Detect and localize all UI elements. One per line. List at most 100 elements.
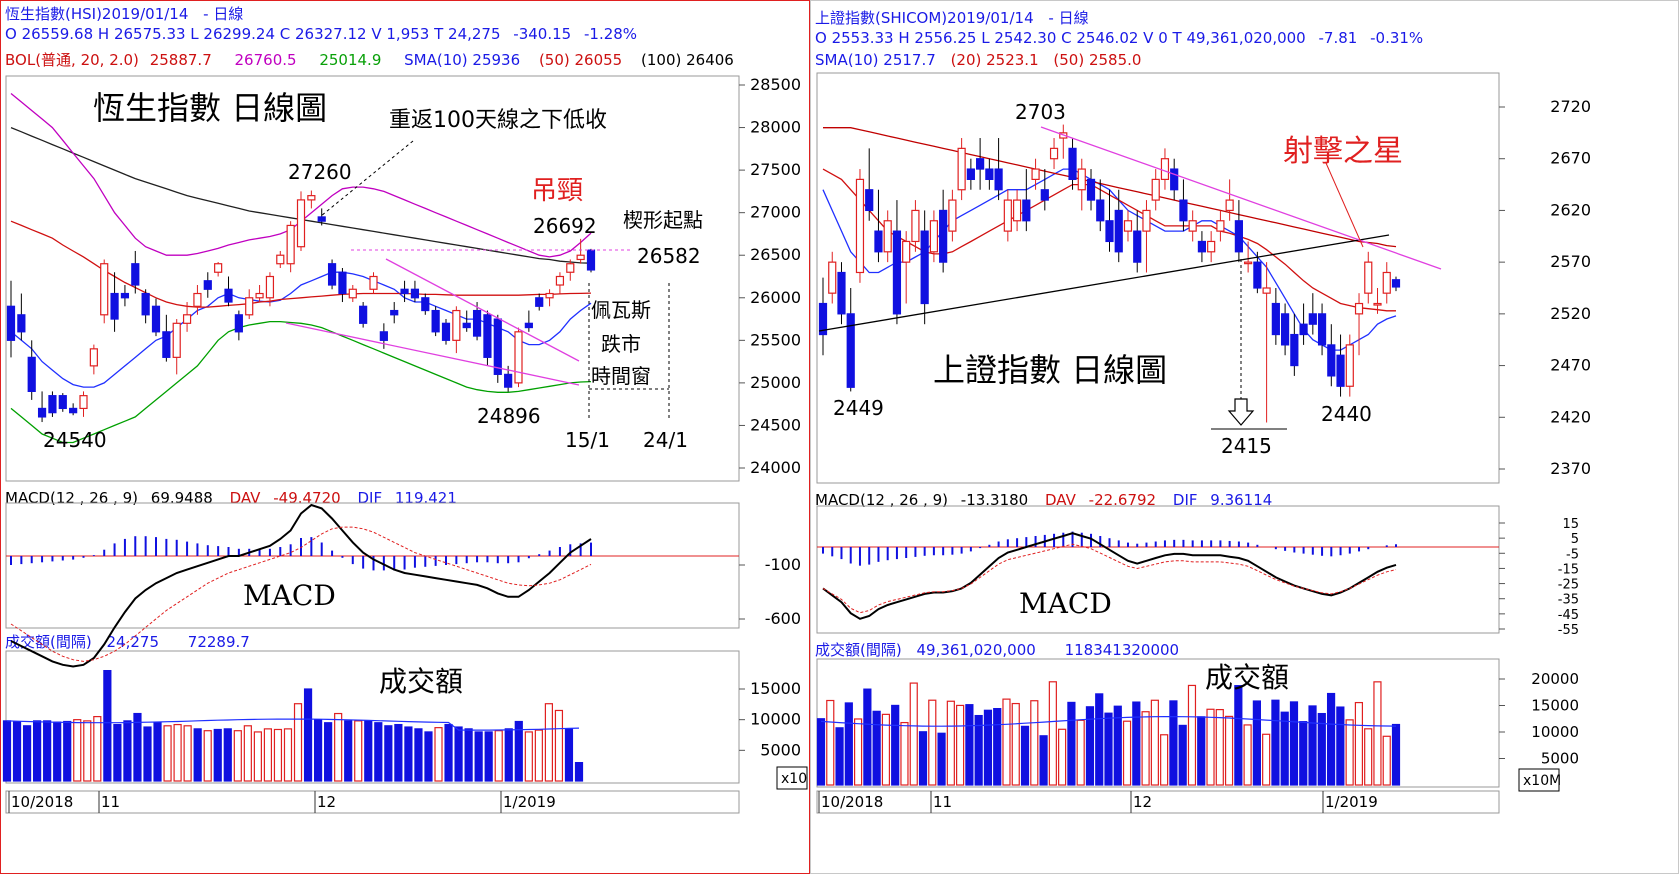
hsi-wedge-upper-line — [385, 258, 580, 362]
hsi-price-frame — [5, 75, 740, 482]
sh-candle — [1105, 220, 1114, 243]
sh-candle — [1262, 287, 1271, 294]
hsi-volume-bar — [454, 726, 463, 782]
hsi-volume-bar — [404, 726, 413, 782]
hsi-candle — [493, 318, 502, 375]
sh-volume-unit: x10M — [1523, 773, 1561, 789]
hsi-wedge-lower-line — [285, 322, 580, 386]
sh-candle — [985, 168, 994, 181]
hsi-volume-bar — [193, 728, 202, 782]
hsi-volume-bar — [544, 703, 553, 782]
hsi-candle — [545, 292, 554, 299]
sh-volume-tick-label: 15000 — [1531, 697, 1579, 715]
sh-volume-bar — [826, 699, 835, 786]
hsi-candle — [514, 331, 523, 384]
hsi-date-label: 10/2018 — [11, 793, 73, 811]
sh-volume-bar — [816, 718, 826, 786]
sh-volume-bar — [1382, 735, 1391, 786]
hsi-candle — [255, 292, 264, 299]
hsi-label-24896: 24896 — [477, 404, 541, 428]
hsi-candle — [6, 305, 16, 341]
sh-macd-header: MACD(12 , 26 , 9) -13.3180 DAV -22.6792 … — [815, 491, 1272, 509]
sh-candle — [837, 271, 846, 315]
sh-volume-bar — [937, 732, 946, 786]
hsi-volume-bar — [524, 731, 533, 782]
hsi-candle — [79, 395, 88, 410]
sh-volume-bar — [1058, 728, 1067, 786]
sh-date-label: 1/2019 — [1325, 793, 1378, 811]
sh-candle — [1068, 147, 1077, 181]
sh-label-2703: 2703 — [1015, 100, 1066, 124]
hsi-volume-tick-label: 5000 — [760, 740, 801, 759]
hsi-volume-bar — [2, 720, 12, 782]
hsi-header-line1: 恆生指數(HSI)2019/01/14 - 日線 — [5, 3, 243, 24]
sh-volume-bar — [1132, 701, 1141, 786]
sh-volume-bar — [1206, 708, 1215, 786]
hsi-candle — [566, 263, 575, 273]
sh-candle — [1022, 199, 1031, 222]
sh-volume-bar — [900, 721, 909, 786]
hsi-candle — [483, 314, 492, 358]
hsi-volume-bar — [213, 728, 222, 782]
sh-volume-bar — [1326, 692, 1336, 786]
sh-candle — [1244, 261, 1253, 265]
hsi-period: - 日線 — [203, 5, 244, 23]
sh-volume-bar — [1104, 712, 1113, 786]
hsi-volume-bar — [414, 728, 423, 782]
sh-volume-bar — [1271, 699, 1280, 786]
hsi-volume-bar — [564, 728, 574, 782]
sh-candle — [1160, 158, 1170, 180]
sh-candle — [1096, 199, 1105, 222]
hsi-panel: 恆生指數(HSI)2019/01/14 - 日線 O 26559.68 H 26… — [0, 0, 810, 874]
sh-candle — [939, 209, 948, 263]
hsi-chart-svg: 28500 28000 27500 27000 26500 26000 25500 25000… — [2, 75, 808, 814]
sh-volume-bar — [1067, 701, 1076, 786]
hsi-chart-title: 恆生指數 日線圖 — [93, 89, 327, 127]
hsi-bol-up: 26760.5 — [234, 51, 297, 69]
sh-candle — [1382, 271, 1391, 294]
sh-price-tick-label: 2620 — [1550, 200, 1591, 219]
sh-candle — [1012, 199, 1022, 222]
sh-volume-bar — [1289, 701, 1299, 786]
hsi-note-100day: 重返100天線之下低收 — [389, 108, 607, 133]
sh-volume-bar — [1085, 706, 1095, 786]
hsi-volume-bar — [374, 722, 383, 782]
hsi-volume-unit: x10 — [781, 771, 807, 787]
hsi-candle — [224, 288, 233, 303]
hsi-volume-bar — [253, 731, 262, 782]
sh-candle — [1077, 168, 1086, 191]
hsi-label-27260: 27260 — [288, 160, 352, 184]
sh-volume-bar — [993, 708, 1002, 786]
sh-volume-bar — [974, 714, 983, 786]
hsi-candle — [89, 348, 98, 367]
sh-candle — [957, 147, 966, 191]
hsi-volume-bar — [424, 731, 433, 782]
sh-vol-v1: 49,361,020,000 — [916, 641, 1036, 659]
sh-vol-label: 成交額(間隔) — [815, 641, 902, 659]
sh-candle — [1197, 240, 1207, 253]
hsi-note-pointer — [320, 140, 414, 217]
sh-candle — [1373, 302, 1382, 306]
sh-date-frame — [816, 790, 1500, 814]
hsi-label-26692: 26692 — [533, 214, 597, 238]
hsi-candle — [162, 331, 171, 358]
hsi-candle — [27, 356, 36, 393]
sh-volume-bar — [1224, 715, 1234, 786]
hsi-vol-v2: 72289.7 — [187, 633, 250, 651]
hsi-candle — [296, 199, 306, 248]
sh-price-tick-label: 2720 — [1550, 97, 1591, 116]
sh-candle — [892, 230, 902, 315]
sh-price-tick-label: 2520 — [1550, 304, 1591, 323]
sh-macd-tick-label: -15 — [1558, 562, 1579, 577]
sh-change-pct: -0.31% — [1370, 29, 1424, 47]
sh-volume-bar — [965, 704, 974, 786]
hsi-volume-average — [6, 718, 580, 731]
sh-label-2415: 2415 — [1221, 434, 1272, 458]
sh-title: 上證指數(SHICOM)2019/01/14 — [815, 9, 1034, 27]
hsi-candle — [100, 263, 109, 316]
sh-vol-v2: 118341320000 — [1064, 641, 1180, 659]
sh-volume-bar — [918, 731, 928, 786]
hsi-ohlc: O 26559.68 H 26575.33 L 26299.24 C 26327… — [5, 25, 501, 43]
hsi-change: -340.15 — [513, 25, 572, 43]
